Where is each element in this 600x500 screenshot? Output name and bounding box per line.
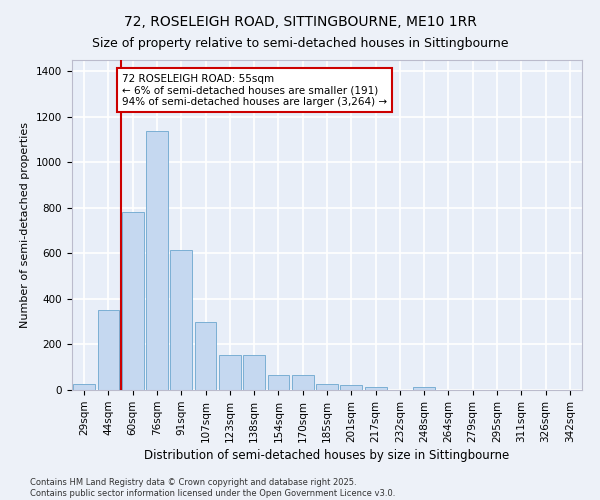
Bar (243, 354, 265, 390)
Bar (73, 384, 95, 390)
Text: 72, ROSELEIGH ROAD, SITTINGBOURNE, ME10 1RR: 72, ROSELEIGH ROAD, SITTINGBOURNE, ME10 … (124, 15, 476, 29)
Bar (413, 386, 435, 390)
Bar (365, 386, 386, 390)
Bar (122, 212, 143, 390)
Bar (97, 310, 119, 390)
Text: 72 ROSELEIGH ROAD: 55sqm
← 6% of semi-detached houses are smaller (191)
94% of s: 72 ROSELEIGH ROAD: 55sqm ← 6% of semi-de… (122, 74, 387, 107)
Bar (146, 130, 168, 390)
Bar (268, 375, 289, 390)
Bar (219, 354, 241, 390)
Text: Contains HM Land Registry data © Crown copyright and database right 2025.
Contai: Contains HM Land Registry data © Crown c… (30, 478, 395, 498)
Bar (340, 386, 362, 390)
Bar (194, 322, 217, 390)
Bar (316, 384, 338, 390)
X-axis label: Distribution of semi-detached houses by size in Sittingbourne: Distribution of semi-detached houses by … (145, 449, 509, 462)
Bar (292, 375, 314, 390)
Y-axis label: Number of semi-detached properties: Number of semi-detached properties (20, 122, 31, 328)
Bar (170, 250, 192, 390)
Text: Size of property relative to semi-detached houses in Sittingbourne: Size of property relative to semi-detach… (92, 38, 508, 51)
